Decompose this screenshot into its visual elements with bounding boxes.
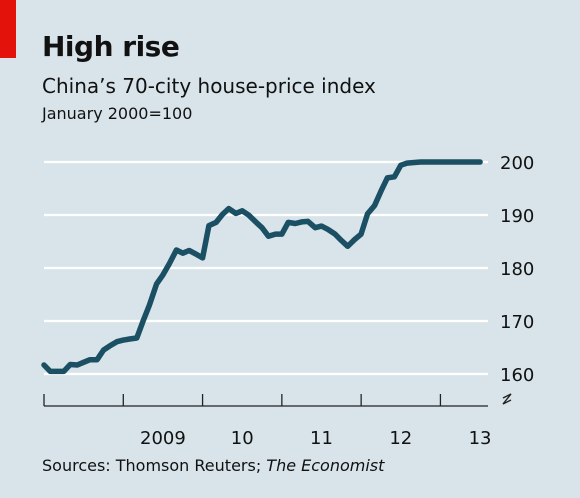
- axis-break-mark: [502, 393, 512, 405]
- y-tick-label-190: 190: [500, 206, 534, 227]
- series-lines: [41, 159, 483, 375]
- gridlines: [44, 160, 488, 376]
- x-tick-label-12: 12: [389, 428, 412, 449]
- brand-tab: [0, 0, 16, 58]
- chart-unit: January 2000=100: [42, 104, 193, 123]
- y-tick-label-170: 170: [500, 312, 534, 333]
- x-tick-label-2009: 2009: [140, 428, 186, 449]
- source-publication: The Economist: [266, 456, 385, 475]
- chart-title: High rise: [42, 30, 180, 63]
- y-tick-label-180: 180: [500, 259, 534, 280]
- y-tick-labels: 160 170 180 190 200: [500, 153, 534, 386]
- x-axis: 2009 10 11 12 13: [43, 394, 492, 449]
- chart-subtitle: China’s 70-city house-price index: [42, 74, 376, 98]
- x-tick-label-13: 13: [469, 428, 492, 449]
- x-tick-label-11: 11: [310, 428, 333, 449]
- y-tick-label-200: 200: [500, 153, 534, 174]
- y-tick-label-160: 160: [500, 365, 534, 386]
- source-prefix: Sources: Thomson Reuters;: [42, 456, 267, 475]
- x-tick-label-10: 10: [231, 428, 254, 449]
- series-line-0: [41, 159, 483, 375]
- axis-break-icon: [502, 393, 512, 405]
- source-note: Sources: Thomson Reuters; The Economist: [42, 456, 384, 475]
